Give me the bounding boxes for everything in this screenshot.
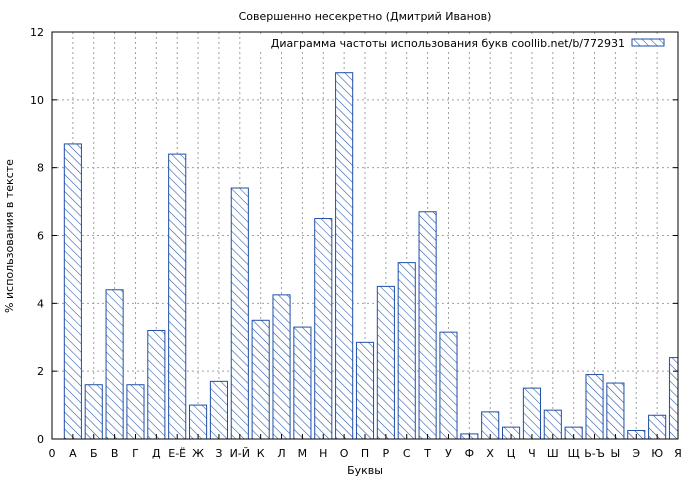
bar-Г <box>126 384 145 440</box>
x-tick-label: К <box>257 447 265 460</box>
x-tick-label: Н <box>319 447 327 460</box>
x-tick-label: Л <box>277 447 285 460</box>
x-tick-label: Щ <box>568 447 580 460</box>
bar-Ы <box>606 382 625 440</box>
y-tick-label: 0 <box>37 433 44 446</box>
x-tick-label: С <box>403 447 411 460</box>
bar-Л <box>272 294 291 440</box>
bar-И-Й <box>230 187 249 440</box>
x-tick-label: М <box>298 447 308 460</box>
x-tick-label: Ц <box>507 447 516 460</box>
y-axis-label: % использования в тексте <box>3 159 16 313</box>
y-tick-label: 4 <box>37 297 44 310</box>
y-tick-label: 12 <box>30 26 44 39</box>
x-tick-label: 0 <box>49 447 56 460</box>
bar-Я <box>668 357 679 440</box>
legend: Диаграмма частоты использования букв coo… <box>256 34 676 50</box>
x-tick-label: Ы <box>611 447 621 460</box>
bar-Б <box>84 384 103 440</box>
y-tick-label: 8 <box>37 162 44 175</box>
bar-Р <box>376 285 395 440</box>
bar-Ч <box>522 387 541 440</box>
y-tick-label: 2 <box>37 365 44 378</box>
grid <box>52 32 678 439</box>
legend-label: Диаграмма частоты использования букв coo… <box>271 37 625 50</box>
x-tick-label: И-Й <box>230 447 250 460</box>
x-tick-label: Э <box>632 447 640 460</box>
bar-Н <box>314 218 333 440</box>
x-tick-label: Ф <box>465 447 474 460</box>
legend-box <box>256 34 676 50</box>
bar-М <box>293 326 312 440</box>
x-tick-label: Г <box>132 447 139 460</box>
bar-К <box>251 319 270 440</box>
x-tick-label: Т <box>423 447 431 460</box>
y-tick-label: 10 <box>30 94 44 107</box>
bar-О <box>335 72 354 440</box>
x-tick-label: Ж <box>192 447 204 460</box>
x-tick-label: О <box>340 447 349 460</box>
bar-Е-Ё <box>168 153 187 440</box>
x-axis-label: Буквы <box>347 464 383 477</box>
bars <box>63 72 679 440</box>
y-tick-label: 6 <box>37 230 44 243</box>
x-tick-label: Б <box>90 447 98 460</box>
bar-Ь-Ъ <box>585 374 604 440</box>
bar-А <box>63 143 82 440</box>
bar-Д <box>147 329 166 440</box>
x-tick-label: З <box>215 447 222 460</box>
x-tick-label: Д <box>152 447 161 460</box>
x-tick-label: Ю <box>651 447 663 460</box>
bar-З <box>209 380 228 440</box>
bar-Т <box>418 211 437 440</box>
x-tick-label: Ч <box>528 447 536 460</box>
chart-title: Совершенно несекретно (Дмитрий Иванов) <box>239 10 492 23</box>
x-tick-label: Е-Ё <box>168 447 186 460</box>
x-tick-label: П <box>361 447 369 460</box>
legend-swatch <box>631 38 665 47</box>
x-tick-label: А <box>69 447 77 460</box>
bar-В <box>105 289 124 440</box>
x-tick-label: Ь-Ъ <box>584 447 605 460</box>
x-tick-label: У <box>445 447 452 460</box>
x-tick-label: Ш <box>547 447 559 460</box>
x-tick-label: Р <box>383 447 390 460</box>
x-tick-label: Я <box>674 447 682 460</box>
bar-С <box>397 262 416 440</box>
bar-Ж <box>189 404 208 440</box>
bar-У <box>439 331 458 440</box>
x-tick-label: Х <box>486 447 494 460</box>
x-tick-label: В <box>111 447 119 460</box>
bar-П <box>355 341 375 440</box>
